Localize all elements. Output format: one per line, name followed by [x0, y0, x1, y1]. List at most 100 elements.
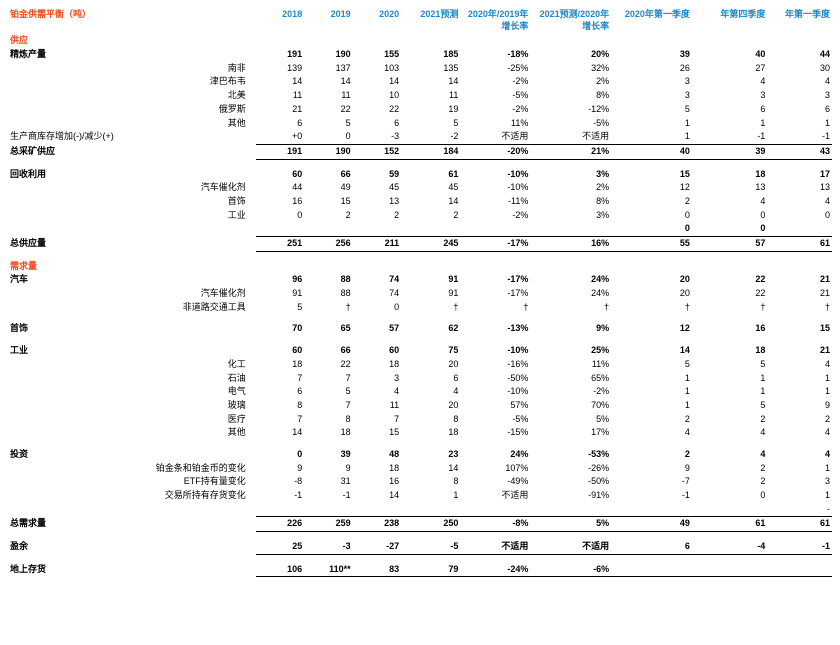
cell: 18 [353, 358, 401, 372]
cell: 40 [692, 48, 767, 62]
cell: 70 [256, 322, 304, 336]
cell: 61 [401, 168, 460, 182]
cell: -2% [530, 385, 611, 399]
cell: 23 [401, 448, 460, 462]
cell: 6 [256, 385, 304, 399]
cell: 40 [611, 144, 692, 159]
cell [692, 563, 767, 577]
cell: 74 [353, 273, 401, 287]
row-label [8, 503, 256, 517]
cell: 135 [401, 62, 460, 76]
cell: -10% [460, 168, 530, 182]
cell: 106 [256, 563, 304, 577]
row-label: 津巴布韦 [137, 75, 255, 89]
cell: 5 [256, 301, 304, 315]
cell: † [401, 301, 460, 315]
row-total_demand: 总需求量226259238250-8%5%496161 [8, 517, 832, 532]
cell: 5 [401, 117, 460, 131]
indent [8, 195, 137, 209]
cell: 1 [767, 489, 832, 503]
cell: 57% [460, 399, 530, 413]
cell: -50% [460, 372, 530, 386]
cell: 11 [401, 89, 460, 103]
indent [8, 475, 137, 489]
cell: 1 [767, 117, 832, 131]
cell: 17 [767, 168, 832, 182]
cell: -5% [460, 89, 530, 103]
row-label [8, 222, 256, 236]
cell: † [611, 301, 692, 315]
cell: 5 [304, 385, 352, 399]
row-zimbabwe: 津巴布韦14141414-2%2%344 [8, 75, 832, 89]
cell: 2% [530, 75, 611, 89]
cell: 0 [692, 222, 767, 236]
spacer-row [8, 554, 832, 563]
cell: 66 [304, 168, 352, 182]
cell: 8% [530, 195, 611, 209]
cell: 14 [304, 75, 352, 89]
row-label: 回收利用 [8, 168, 256, 182]
cell [256, 503, 304, 517]
cell: 70% [530, 399, 611, 413]
cell: 1 [692, 372, 767, 386]
cell: 251 [256, 237, 304, 252]
row-recycling: 回收利用60665961-10%3%151817 [8, 168, 832, 182]
cell: 2 [353, 209, 401, 223]
row-label: 总需求量 [8, 517, 256, 532]
cell: -15% [460, 426, 530, 440]
indent [8, 89, 137, 103]
cell: -10% [460, 344, 530, 358]
row-label: 总采矿供应 [8, 144, 256, 159]
cell: 211 [353, 237, 401, 252]
cell: 45 [401, 181, 460, 195]
cell: 190 [304, 144, 352, 159]
cell: 3% [530, 168, 611, 182]
cell: 4 [692, 75, 767, 89]
header-growth-2020-2019: 2020年/2019年增长率 [460, 8, 530, 34]
row-russia: 俄罗斯21222219-2%-12%566 [8, 103, 832, 117]
cell: 83 [353, 563, 401, 577]
row-label: 地上存货 [8, 563, 256, 577]
indent [8, 287, 137, 301]
cell: 3 [611, 89, 692, 103]
cell [530, 222, 611, 236]
cell: 12 [611, 181, 692, 195]
cell: -5 [401, 540, 460, 554]
cell: 24% [530, 273, 611, 287]
cell: 61 [692, 517, 767, 532]
cell: 15 [304, 195, 352, 209]
cell: 14 [353, 489, 401, 503]
cell: 1 [401, 489, 460, 503]
cell: -50% [530, 475, 611, 489]
row-blank_r: 00 [8, 222, 832, 236]
cell: 0 [692, 209, 767, 223]
cell: -11% [460, 195, 530, 209]
cell: 25 [256, 540, 304, 554]
cell: 7 [256, 413, 304, 427]
cell: 18 [256, 358, 304, 372]
cell: -1 [692, 130, 767, 144]
row-label: 其他 [137, 117, 255, 131]
cell: -5% [530, 117, 611, 131]
indent [8, 358, 137, 372]
cell: 5% [530, 517, 611, 532]
cell: 19 [401, 103, 460, 117]
cell [692, 503, 767, 517]
cell: 16% [530, 237, 611, 252]
spacer-row [8, 159, 832, 168]
cell: 不适用 [530, 540, 611, 554]
cell: 5 [692, 358, 767, 372]
cell: 226 [256, 517, 304, 532]
cell: 14 [611, 344, 692, 358]
indent [8, 301, 137, 315]
cell: 2 [692, 413, 767, 427]
indent [8, 489, 137, 503]
cell: 1 [767, 372, 832, 386]
cell: 13 [692, 181, 767, 195]
cell: 0 [256, 209, 304, 223]
cell [611, 503, 692, 517]
cell: -25% [460, 62, 530, 76]
row-label: 北美 [137, 89, 255, 103]
cell: 7 [353, 413, 401, 427]
row-refined_prod: 精炼产量191190155185-18%20%394044 [8, 48, 832, 62]
